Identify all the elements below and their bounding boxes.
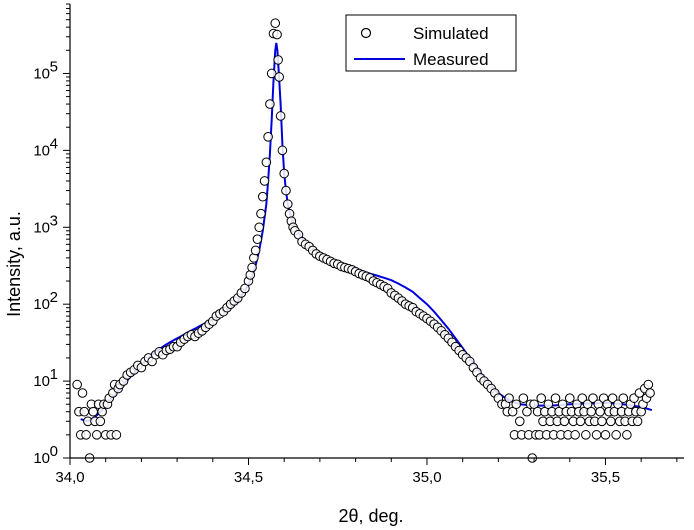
simulated-point	[277, 145, 288, 156]
simulated-point	[250, 245, 261, 256]
data-layer	[72, 18, 655, 463]
simulated-point	[273, 55, 283, 65]
legend-label-simulated: Simulated	[413, 24, 489, 43]
simulated-point	[586, 406, 596, 417]
simulated-point	[618, 393, 629, 403]
simulated-point	[511, 399, 522, 410]
y-axis-title: Intensity, a.u.	[4, 211, 24, 317]
simulated-point	[272, 29, 282, 40]
simulated-point	[514, 416, 525, 427]
simulated-point	[550, 393, 561, 403]
y-tick-label: 10	[33, 296, 50, 313]
legend: Simulated Measured	[345, 14, 517, 72]
simulated-point	[518, 393, 529, 403]
simulated-point	[600, 430, 611, 440]
simulated-point	[247, 262, 257, 273]
simulated-point	[504, 393, 514, 403]
simulated-point	[575, 416, 586, 427]
y-tick-exponent: 1	[50, 366, 58, 383]
simulated-point	[263, 132, 273, 142]
simulated-point	[252, 234, 263, 244]
simulated-point	[95, 416, 106, 427]
simulated-point	[281, 185, 291, 196]
simulated-point	[622, 430, 632, 440]
y-tick-label: 10	[33, 373, 50, 390]
x-tick-label: 34,0	[55, 469, 84, 486]
y-tick-exponent: 4	[50, 135, 58, 152]
simulated-point	[81, 430, 91, 440]
simulated-point	[254, 222, 265, 233]
simulated-point	[607, 393, 618, 403]
simulated-point	[91, 430, 102, 440]
simulated-point	[265, 99, 275, 109]
legend-box	[345, 14, 517, 72]
simulated-point	[611, 430, 621, 440]
x-tick-label: 35,0	[412, 469, 441, 486]
y-tick-exponent: 0	[50, 443, 58, 460]
x-axis-title: 2θ, deg.	[338, 506, 403, 526]
y-tick-label: 10	[33, 142, 50, 159]
simulated-point	[588, 393, 598, 403]
simulated-point	[643, 379, 654, 390]
simulated-point	[257, 191, 268, 202]
simulated-point	[88, 406, 98, 417]
y-tick-exponent: 3	[50, 212, 58, 229]
simulated-point	[577, 393, 588, 403]
simulated-point	[72, 379, 82, 390]
legend-marker-simulated	[360, 27, 372, 39]
y-tick-label: 10	[33, 219, 50, 236]
simulated-point	[591, 430, 602, 440]
x-tick-label: 35,5	[591, 469, 620, 486]
simulated-point	[564, 393, 575, 403]
simulated-point	[606, 416, 616, 427]
simulated-point	[259, 176, 270, 186]
simulated-point	[559, 416, 570, 427]
simulated-point	[282, 199, 293, 209]
simulated-point	[645, 388, 655, 398]
simulated-point	[279, 168, 289, 179]
simulated-point	[111, 430, 122, 440]
simulated-point	[79, 406, 90, 417]
simulated-point	[632, 416, 643, 427]
simulated-point	[570, 430, 580, 440]
simulated-point	[270, 18, 281, 29]
y-tick-label: 10	[33, 450, 50, 467]
legend-label-measured: Measured	[413, 50, 489, 69]
y-tick-exponent: 5	[50, 58, 58, 75]
simulated-point	[597, 416, 607, 427]
simulated-point	[256, 208, 266, 219]
y-tick-label: 10	[33, 65, 50, 82]
x-tick-label: 34,5	[234, 469, 263, 486]
simulated-point	[274, 72, 284, 82]
simulated-point	[536, 393, 547, 403]
y-tick-exponent: 2	[50, 289, 58, 306]
simulated-point	[595, 406, 605, 417]
simulated-point	[275, 111, 286, 121]
simulated-point	[77, 388, 88, 398]
simulated-point	[261, 157, 272, 168]
simulated-point	[581, 430, 591, 440]
